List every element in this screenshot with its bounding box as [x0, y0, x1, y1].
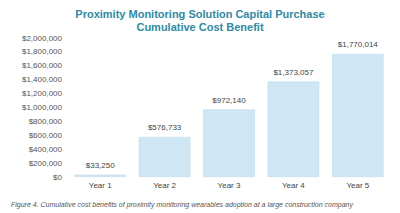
svg-text:$1,373,057: $1,373,057: [273, 68, 314, 77]
svg-text:$1,600,000: $1,600,000: [22, 61, 63, 70]
svg-text:$800,000: $800,000: [29, 117, 63, 126]
svg-text:Proximity Monitoring Solution: Proximity Monitoring Solution Capital Pu…: [75, 8, 324, 20]
svg-text:$600,000: $600,000: [29, 131, 63, 140]
svg-text:Figure 4. Cumulative cost bene: Figure 4. Cumulative cost benefits of pr…: [11, 201, 354, 209]
svg-text:Year 4: Year 4: [282, 181, 305, 190]
svg-text:$1,200,000: $1,200,000: [22, 89, 63, 98]
svg-text:$1,000,000: $1,000,000: [22, 103, 63, 112]
svg-text:$1,400,000: $1,400,000: [22, 75, 63, 84]
svg-text:Year 5: Year 5: [346, 181, 369, 190]
svg-text:Year 3: Year 3: [218, 181, 241, 190]
svg-text:$400,000: $400,000: [29, 145, 63, 154]
svg-text:Cumulative Cost Benefit: Cumulative Cost Benefit: [136, 21, 263, 33]
svg-text:$1,800,000: $1,800,000: [22, 47, 63, 56]
svg-text:$2,000,000: $2,000,000: [22, 34, 63, 43]
svg-text:$1,770,014: $1,770,014: [338, 40, 379, 49]
svg-text:Year 1: Year 1: [89, 181, 112, 190]
svg-text:$0: $0: [53, 173, 62, 182]
svg-text:$972,140: $972,140: [212, 96, 246, 105]
svg-text:$576,733: $576,733: [148, 123, 182, 132]
svg-text:$33,250: $33,250: [86, 161, 115, 170]
svg-text:Year 2: Year 2: [153, 181, 176, 190]
svg-text:$200,000: $200,000: [29, 159, 63, 168]
